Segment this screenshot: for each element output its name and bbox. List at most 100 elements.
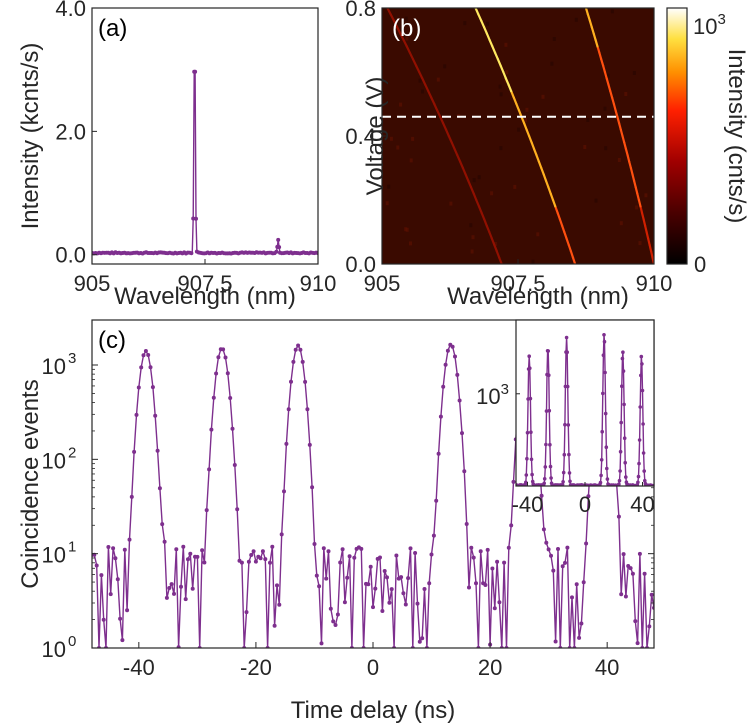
histogram-point: [277, 602, 282, 607]
heatmap-noise-pixel: [499, 92, 503, 97]
histogram-point: [417, 639, 422, 644]
heatmap-emission-line-segment: [619, 128, 624, 138]
histogram-point: [169, 582, 174, 587]
histogram-point: [155, 448, 160, 453]
heatmap-emission-line-segment: [584, 8, 590, 16]
histogram-point: [268, 560, 272, 565]
histogram-point: [637, 551, 642, 556]
heatmap-emission-line-segment: [522, 122, 528, 131]
heatmap-emission-line-segment: [535, 154, 541, 163]
heatmap-emission-line-segment: [537, 160, 543, 170]
inset-histogram-point: [546, 349, 550, 353]
heatmap-emission-line-segment: [430, 96, 436, 106]
histogram-point: [642, 571, 647, 576]
histogram-point: [181, 544, 186, 549]
heatmap-noise-pixel: [619, 221, 623, 226]
histogram-point: [436, 451, 441, 456]
heatmap-noise-pixel: [463, 21, 467, 26]
inset-histogram-point: [624, 475, 628, 479]
histogram-point: [293, 347, 298, 352]
inset-histogram-point: [603, 370, 607, 375]
histogram-point: [333, 623, 338, 627]
histogram-point: [427, 581, 432, 586]
histogram-point: [207, 467, 212, 472]
heatmap-emission-line-segment: [396, 26, 402, 35]
histogram-point: [338, 560, 343, 565]
panel-b-label: (b): [392, 15, 421, 42]
heatmap-noise-pixel: [635, 205, 639, 210]
inset-histogram-point: [641, 451, 646, 455]
inset-histogram-point: [542, 481, 546, 486]
heatmap-emission-line-segment: [596, 45, 601, 54]
inset-histogram-point: [622, 402, 626, 407]
heatmap-noise-pixel: [638, 241, 642, 246]
histogram-point: [167, 586, 172, 590]
heatmap-emission-line-segment: [493, 243, 498, 253]
panel-c-ytick-base: 10: [42, 543, 66, 568]
inset-histogram-point: [602, 339, 607, 344]
panel-c-ytick-base: 10: [42, 637, 66, 662]
histogram-point: [312, 542, 317, 546]
heatmap-emission-line-segment: [527, 134, 533, 144]
histogram-point: [263, 557, 268, 562]
inset-histogram-point: [636, 474, 641, 479]
inset-histogram-point: [542, 477, 547, 481]
inset-histogram-point: [641, 422, 645, 426]
histogram-point: [382, 569, 387, 573]
histogram-point: [300, 359, 305, 364]
inset-histogram-point: [617, 482, 621, 486]
heatmap-emission-line-segment: [415, 64, 421, 74]
heatmap-emission-line-segment: [480, 19, 486, 29]
histogram-point: [139, 365, 144, 370]
heatmap-lines: [385, 8, 654, 264]
histogram-point: [574, 582, 579, 587]
heatmap-noise-pixel: [632, 71, 636, 75]
histogram-point: [420, 636, 425, 641]
panel-b-xtick-label: 905: [364, 271, 401, 296]
histogram-point: [431, 533, 436, 538]
histogram-point: [270, 544, 275, 549]
heatmap-emission-line-segment: [510, 90, 515, 99]
histogram-point: [490, 566, 495, 571]
inset-histogram-point: [605, 466, 609, 471]
histogram-point: [577, 635, 582, 640]
histogram-point: [483, 583, 488, 587]
histogram-point: [230, 426, 235, 431]
panel-a-xlabel: Wavelength (nm): [114, 283, 296, 310]
histogram-point: [495, 559, 500, 564]
histogram-point: [179, 584, 183, 589]
heatmap-noise-pixel: [644, 193, 648, 198]
panel-c-xtick-label: -20: [240, 655, 272, 680]
heatmap-emission-line-segment: [399, 32, 405, 42]
histogram-point: [328, 606, 333, 611]
histogram-point: [389, 587, 394, 592]
heatmap-emission-line-segment: [560, 224, 566, 234]
heatmap-emission-line-segment: [436, 109, 442, 118]
histogram-point: [546, 547, 551, 552]
histogram-point: [647, 624, 652, 629]
heatmap-noise-pixel: [490, 191, 494, 196]
histogram-point: [111, 546, 116, 551]
histogram-point: [150, 385, 155, 390]
heatmap-noise-pixel: [396, 145, 400, 150]
panel-a-ylabel: Intensity (kcnts/s): [17, 43, 44, 230]
histogram-point: [282, 489, 286, 494]
inset-histogram-point: [544, 409, 549, 413]
histogram-point: [331, 619, 336, 624]
inset-histogram-point: [565, 350, 569, 355]
histogram-point: [565, 545, 570, 550]
spectrum-point: [274, 249, 279, 254]
histogram-point: [160, 522, 165, 527]
heatmap-noise-pixel: [606, 73, 610, 78]
histogram-point: [438, 414, 443, 419]
histogram-point: [415, 601, 420, 606]
heatmap-noise-pixel: [610, 9, 614, 14]
heatmap-noise-pixel: [389, 136, 393, 141]
heatmap-noise-pixel: [499, 146, 503, 151]
histogram-point: [221, 347, 226, 352]
heatmap-noise-pixel: [574, 17, 578, 22]
heatmap-emission-line-segment: [605, 77, 610, 86]
heatmap-noise-pixel: [550, 61, 554, 66]
histogram-point: [99, 573, 104, 578]
inset-histogram-point: [528, 366, 532, 371]
